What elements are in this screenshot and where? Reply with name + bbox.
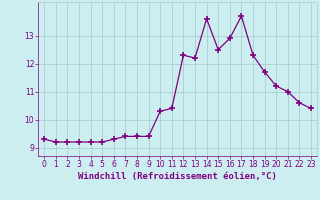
X-axis label: Windchill (Refroidissement éolien,°C): Windchill (Refroidissement éolien,°C) [78,172,277,181]
